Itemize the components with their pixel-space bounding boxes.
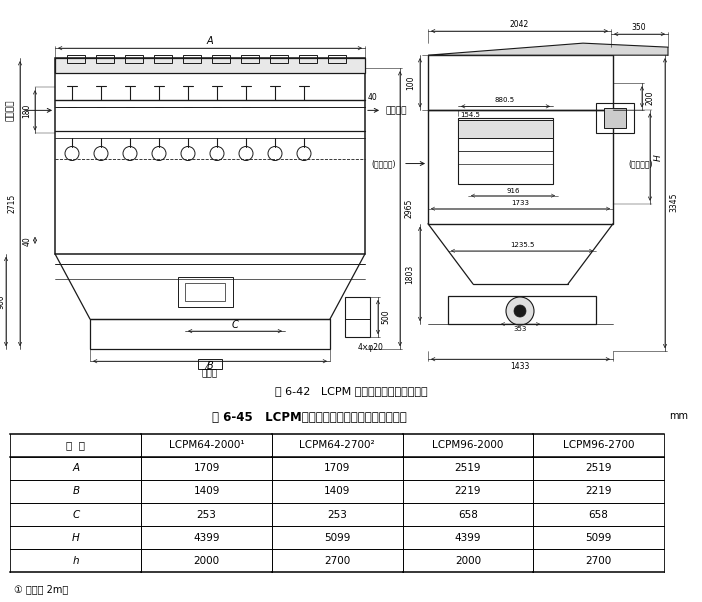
Text: 350: 350 (632, 23, 647, 31)
Polygon shape (428, 43, 668, 55)
Text: 1709: 1709 (193, 464, 220, 473)
Text: 2000: 2000 (194, 556, 220, 566)
Bar (241, 55, 259, 63)
Bar (345, 297, 370, 337)
Text: 2700: 2700 (585, 556, 611, 566)
Text: 1803: 1803 (406, 264, 414, 284)
Text: A: A (72, 464, 79, 473)
Bar (178, 277, 233, 307)
Text: 40: 40 (368, 93, 378, 102)
Bar (154, 55, 172, 63)
Text: 4399: 4399 (455, 533, 481, 542)
Text: 1433: 1433 (510, 362, 530, 371)
Text: (正向出风): (正向出风) (628, 159, 652, 168)
Bar (270, 55, 288, 63)
Bar (185, 283, 225, 301)
Text: 2965: 2965 (404, 199, 413, 219)
Text: 4399: 4399 (193, 533, 220, 542)
Text: 40: 40 (22, 236, 32, 246)
Text: 1409: 1409 (324, 486, 350, 497)
Bar (212, 55, 230, 63)
Bar (596, 104, 634, 134)
Text: 253: 253 (197, 509, 216, 520)
Text: C: C (72, 509, 79, 520)
Text: A: A (206, 36, 213, 46)
Text: 500: 500 (381, 310, 390, 324)
Text: 侧向出风: 侧向出风 (385, 106, 406, 115)
Text: 658: 658 (458, 509, 478, 520)
Bar (604, 108, 626, 128)
Bar (183, 55, 201, 63)
Text: H: H (72, 533, 80, 542)
Text: 侧向进风: 侧向进风 (6, 99, 15, 121)
Text: 4×φ20: 4×φ20 (358, 343, 384, 352)
Text: 1235.5: 1235.5 (510, 242, 534, 248)
Text: 353: 353 (513, 326, 526, 332)
Text: 5099: 5099 (324, 533, 350, 542)
Text: 2219: 2219 (455, 486, 481, 497)
Text: LCPM64-2700²: LCPM64-2700² (300, 440, 375, 450)
Text: B: B (206, 361, 213, 371)
Text: LCPM96-2000: LCPM96-2000 (432, 440, 503, 450)
Text: (正向进风): (正向进风) (371, 159, 396, 168)
Text: 200: 200 (646, 90, 654, 105)
Bar (428, 55, 613, 110)
Text: H: H (654, 154, 663, 161)
Bar (448, 296, 596, 324)
Text: 2519: 2519 (585, 464, 612, 473)
Bar (299, 55, 317, 63)
Text: C: C (232, 320, 239, 330)
Text: 尺  寸: 尺 寸 (66, 440, 86, 450)
Text: mm: mm (669, 411, 688, 421)
Text: 960: 960 (0, 295, 6, 309)
Bar (55, 58, 365, 73)
Text: 154.5: 154.5 (460, 113, 480, 119)
Text: 658: 658 (589, 509, 609, 520)
Bar (458, 119, 553, 184)
Text: 2715: 2715 (8, 194, 17, 213)
Text: 2219: 2219 (585, 486, 612, 497)
Text: 100: 100 (406, 75, 416, 90)
Bar (458, 120, 553, 138)
Text: 1733: 1733 (511, 200, 529, 206)
Text: 2000: 2000 (455, 556, 481, 566)
Text: 253: 253 (327, 509, 347, 520)
Text: h: h (72, 556, 79, 566)
Text: 图 6-42   LCPM 型侧喷式脉冲袋式除尘器: 图 6-42 LCPM 型侧喷式脉冲袋式除尘器 (274, 386, 428, 396)
Bar (67, 55, 85, 63)
Bar (328, 55, 346, 63)
Text: 2700: 2700 (324, 556, 350, 566)
Text: ① 滤袋长 2m。: ① 滤袋长 2m。 (14, 584, 68, 594)
Bar (428, 110, 613, 224)
Text: 180: 180 (22, 103, 32, 117)
Text: 5099: 5099 (585, 533, 612, 542)
Text: 2042: 2042 (510, 20, 529, 28)
Text: LCPM96-2700: LCPM96-2700 (563, 440, 635, 450)
Text: 1409: 1409 (193, 486, 220, 497)
Text: 880.5: 880.5 (495, 98, 515, 104)
Text: 916: 916 (506, 188, 519, 194)
Text: 出灰口: 出灰口 (202, 370, 218, 379)
Text: 1709: 1709 (324, 464, 350, 473)
Text: 3345: 3345 (670, 193, 679, 213)
Bar (198, 359, 222, 369)
Bar (96, 55, 114, 63)
Bar (55, 58, 365, 254)
Text: LCPM64-2000¹: LCPM64-2000¹ (168, 440, 244, 450)
Text: 2519: 2519 (455, 464, 481, 473)
Bar (125, 55, 143, 63)
Text: B: B (72, 486, 79, 497)
Circle shape (514, 305, 526, 317)
Circle shape (506, 297, 534, 325)
Text: 表 6-45   LCPM型侧喷式脉冲袋式除尘器外形尺寸: 表 6-45 LCPM型侧喷式脉冲袋式除尘器外形尺寸 (212, 411, 407, 424)
Bar (90, 319, 330, 349)
